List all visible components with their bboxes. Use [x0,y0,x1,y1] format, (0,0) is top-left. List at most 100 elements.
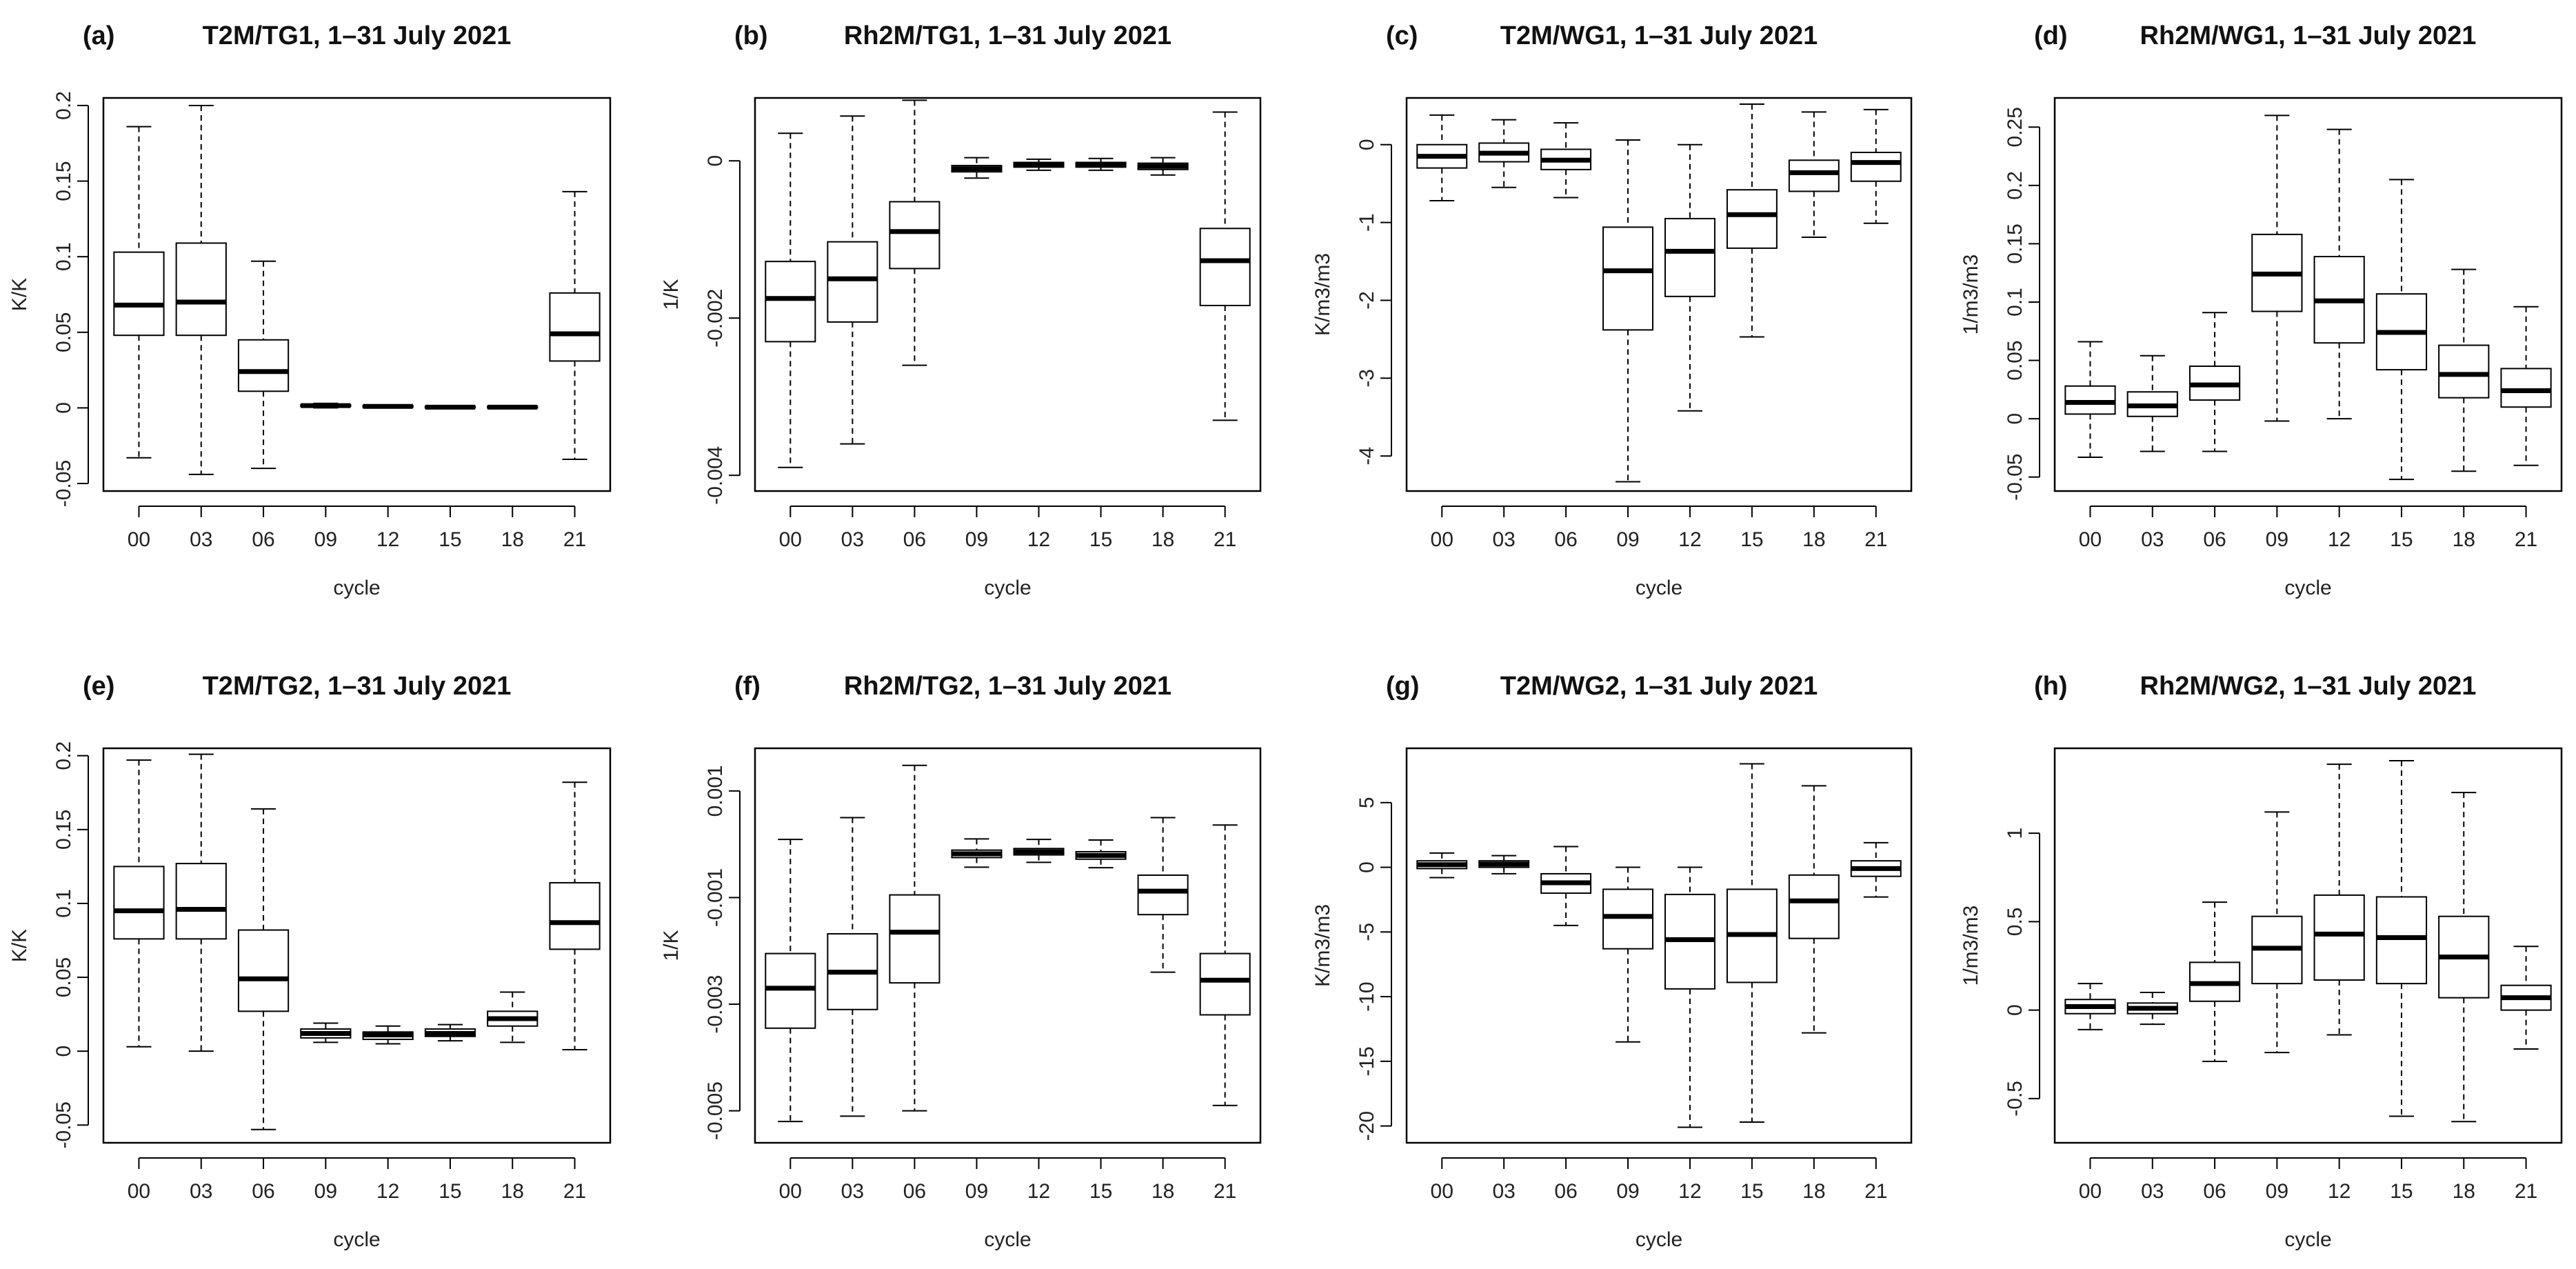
x-tick-label: 03 [1492,1180,1515,1203]
y-tick-label: 0.1 [52,242,75,271]
box-03 [2126,991,2178,1026]
x-tick-label: 03 [190,1180,212,1203]
box-00 [1416,114,1468,201]
x-tick-label: 06 [903,1180,926,1203]
x-tick-label: 00 [2079,528,2102,551]
plot-frame [754,747,1262,1144]
plot-frame [102,747,612,1144]
y-tick-label: 0 [2004,413,2026,425]
x-tick-label: 00 [779,528,802,551]
y-tick-label: 0 [1356,139,1378,150]
x-tick-label: 15 [439,1180,461,1203]
y-tick-label: -1 [1356,213,1378,232]
x-tick-label: 09 [965,528,988,551]
y-tick-label: -20 [1356,1111,1378,1141]
chart-panel-7: (h) Rh2M/WG2, 1–31 July 2021 -0.5 0 0.5 1 1/m3… [1960,672,2563,1251]
x-tick-label: 09 [314,1180,337,1203]
box-09 [1602,139,1654,483]
box-06 [2188,901,2241,1063]
box-09 [951,838,1003,868]
x-tick-label: 00 [2079,1180,2102,1203]
iqr-box [1199,228,1251,306]
box-06 [889,99,940,366]
x-tick-label: 03 [2141,528,2164,551]
iqr-box [175,242,227,337]
chart-title: T2M/WG2, 1–31 July 2021 [1500,672,1818,701]
box-06 [1540,846,1592,926]
y-tick-label: 0.001 [704,765,727,817]
box-21 [549,781,601,1051]
panel-label: (e) [83,672,114,701]
y-tick-label: 1 [2004,828,2026,839]
box-00 [113,126,165,459]
x-tick-label: 18 [1151,528,1174,551]
box-03 [2126,354,2178,452]
panel-label: (h) [2034,672,2068,701]
x-axis-label: cycle [2284,1228,2331,1251]
box-15 [424,1023,476,1042]
x-tick-label: 00 [1431,1180,1453,1203]
chart-title: Rh2M/WG2, 1–31 July 2021 [2140,672,2477,701]
iqr-box [827,241,878,323]
x-tick-label: 00 [128,528,150,551]
plot-frame [2053,97,2563,492]
iqr-box [2313,894,2365,981]
panel-label: (a) [83,21,114,50]
box-09 [300,1022,352,1043]
box-21 [1850,841,1902,898]
box-21 [1199,824,1251,1106]
iqr-box [175,863,227,940]
y-axis-label: 1/m3/m3 [1960,254,1982,335]
x-tick-label: 00 [779,1180,802,1203]
box-00 [2064,983,2116,1030]
x-tick-label: 12 [1678,528,1701,551]
y-tick-label: 0.05 [52,957,75,997]
x-tick-label: 03 [1492,528,1515,551]
box-06 [1540,122,1592,199]
y-tick-label: -3 [1356,369,1378,388]
box-12 [2313,128,2365,420]
box-15 [2375,179,2428,481]
chart-title: Rh2M/TG2, 1–31 July 2021 [844,672,1171,701]
x-tick-label: 21 [563,1180,586,1203]
box-15 [2375,759,2428,1117]
box-03 [827,817,878,1117]
iqr-box [2438,344,2490,399]
box-12 [2313,763,2365,1036]
y-tick-label: -0.05 [52,1101,75,1148]
x-axis-label: cycle [2284,577,2331,599]
chart-title: Rh2M/TG1, 1–31 July 2021 [844,21,1171,50]
x-tick-label: 00 [128,1180,150,1203]
y-tick-label: -0.001 [704,868,727,927]
box-12 [1013,158,1065,171]
panel-label: (g) [1386,672,1420,701]
x-tick-label: 03 [841,528,864,551]
x-axis-label: cycle [333,577,380,599]
iqr-box [2500,368,2552,408]
y-tick-label: 0 [1356,861,1378,873]
box-00 [1416,852,1468,879]
box-15 [1075,839,1127,869]
chart-title: T2M/WG1, 1–31 July 2021 [1500,21,1818,50]
y-axis-label: 1/m3/m3 [1960,906,1982,986]
y-tick-label: -15 [1356,1046,1378,1076]
x-axis-label: cycle [1636,1228,1682,1251]
iqr-box [1850,152,1902,182]
x-axis-label: cycle [333,1228,380,1251]
x-tick-label: 06 [1554,528,1577,551]
chart-panel-2: (c) T2M/WG1, 1–31 July 2021 -4 -3 -2 -1 0 K/m3/… [1311,21,1913,599]
box-18 [1788,111,1840,239]
x-tick-label: 15 [1740,528,1763,551]
y-tick-label: -0.05 [2004,454,2026,501]
box-18 [2438,268,2490,472]
box-03 [175,753,227,1052]
x-tick-label: 21 [2515,528,2537,551]
iqr-box [1788,159,1840,192]
iqr-box [889,201,940,270]
x-axis-label: cycle [984,1228,1031,1251]
box-06 [2188,312,2241,452]
iqr-box [1137,874,1189,916]
x-tick-label: 18 [1802,1180,1825,1203]
y-tick-label: -0.005 [704,1081,727,1140]
